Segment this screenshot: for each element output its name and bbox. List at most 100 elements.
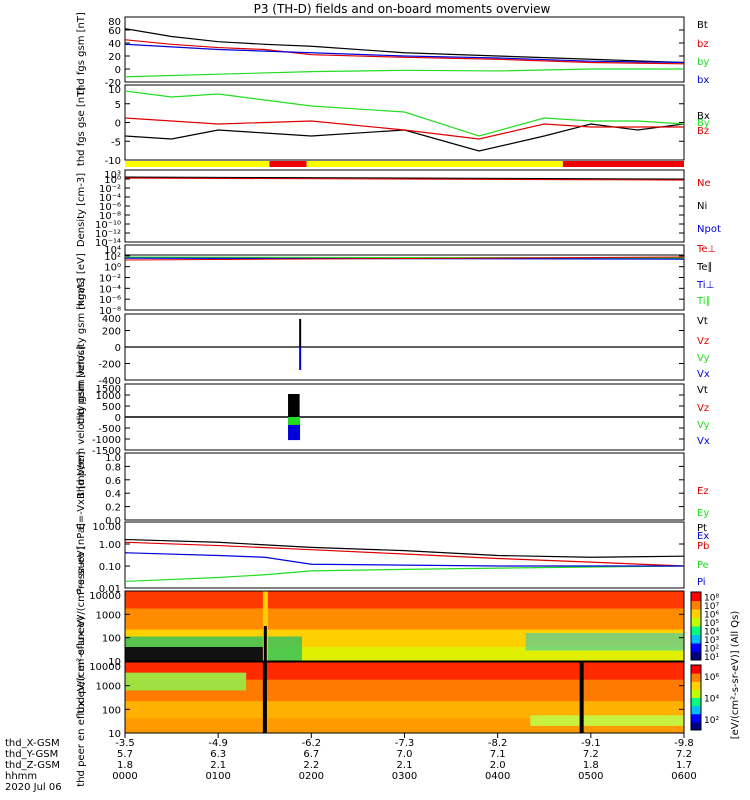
temperature-y-label: mgat3 [eV] xyxy=(76,253,87,310)
status-bar-segment xyxy=(269,161,307,167)
density-legend-Ni: Ni xyxy=(697,201,707,212)
density-y-tick-label: 10⁻⁸ xyxy=(99,211,121,222)
peer-eflux-y-tick-label: 10 xyxy=(108,729,121,740)
fgs-gse-y-label: thd fgs gse [nT] xyxy=(76,87,87,166)
x-axis-tick-label: 7.0 xyxy=(397,749,413,760)
peir-eflux-y-tick-label: 10000 xyxy=(89,591,121,602)
peem-velocity-y-tick-label: -500 xyxy=(98,424,121,435)
peir-eflux-lowenergy-patch xyxy=(525,633,684,651)
peem-velocity-spike xyxy=(288,417,301,425)
fgs-gse-y-tick-label: 10 xyxy=(108,85,121,96)
x-axis-tick-label: 2.1 xyxy=(210,760,226,771)
colorbar-segment xyxy=(691,626,701,635)
fgs-gsm-legend-bx: bx xyxy=(697,75,709,86)
fgs-gsm-series-bz xyxy=(124,39,685,65)
peem-velocity-legend-Vt: Vt xyxy=(697,385,708,396)
colorbar-frame xyxy=(690,591,702,661)
fgs-gse-legend-Bz: Bz xyxy=(697,126,709,137)
x-axis-tick-label: 1.8 xyxy=(117,760,133,771)
fgs-gsm-y-tick-label: -20 xyxy=(105,78,121,89)
colorbar-tick-label: 10⁷ xyxy=(704,602,719,612)
efield-legend-Ez: Ez xyxy=(697,486,709,497)
peem-velocity-y-tick-label: 500 xyxy=(102,402,121,413)
pressure-legend-Pe: Pe xyxy=(697,560,709,571)
peir-eflux-y-tick-label: 10 xyxy=(108,657,121,668)
temperature-legend-Ti⊥: Ti⊥ xyxy=(696,280,714,291)
fgs-gse-y-tick-label: -10 xyxy=(105,156,121,167)
peir-eflux-y-tick-label: 100 xyxy=(102,634,121,645)
peer-eflux-y-tick-label: 10000 xyxy=(89,662,121,673)
pressure-frame xyxy=(124,521,685,589)
peem-velocity-y-tick-label: -1000 xyxy=(92,435,121,446)
colorbar-segment xyxy=(691,665,701,674)
peim-velocity-y-tick-label: 400 xyxy=(102,314,121,325)
peer-eflux-y-tick-label: 1000 xyxy=(96,682,121,693)
x-axis-row-label: thd_X-GSM xyxy=(5,738,60,749)
x-axis-tick-label: 1.8 xyxy=(583,760,599,771)
colorbar-segment xyxy=(691,713,701,723)
fgs-gsm-y-tick-label: 80 xyxy=(108,17,121,28)
density-y-tick-label: 10⁻¹² xyxy=(95,229,121,240)
colorbar-tick-label: 10² xyxy=(704,644,719,654)
colorbar-segment xyxy=(691,609,701,618)
peir-eflux-heatmap-band xyxy=(125,591,684,609)
efield-frame xyxy=(124,452,685,521)
peim-velocity-y-tick-label: 200 xyxy=(102,327,121,338)
colorbar-segment xyxy=(691,721,701,731)
peem-velocity-legend-Vx: Vx xyxy=(697,436,710,447)
temperature-y-tick-label: 10⁻⁴ xyxy=(99,284,121,295)
peim-velocity-legend-Vt: Vt xyxy=(697,316,708,327)
status-bar-segment xyxy=(562,161,684,167)
colorbar-tick-label: 10⁶ xyxy=(704,673,719,683)
status-bar-segment xyxy=(306,161,563,167)
x-axis-tick-label: 0100 xyxy=(205,771,230,782)
peim-velocity-legend-Vy: Vy xyxy=(697,353,710,364)
efield-y-tick-label: 0.8 xyxy=(105,462,121,473)
temperature-series-Teperp xyxy=(124,256,685,261)
x-axis-tick-label: 0600 xyxy=(671,771,696,782)
peem-velocity-y-tick-label: -1500 xyxy=(92,446,121,457)
peer-eflux-y-tick-label: 100 xyxy=(102,705,121,716)
x-axis-row-label: hhmm xyxy=(5,771,37,782)
temperature-y-tick-label: 10⁻⁸ xyxy=(99,306,121,317)
x-axis-tick-label: -6.2 xyxy=(302,738,322,749)
x-axis-tick-label: 0400 xyxy=(485,771,510,782)
fgs-gsm-y-tick-label: 0 xyxy=(115,65,121,76)
fgs-gsm-legend-Bt: Bt xyxy=(697,20,708,31)
x-axis-tick-label: 1.7 xyxy=(676,760,692,771)
peem-velocity-y-label: thd peem velocity gsm [km/s] xyxy=(76,346,87,496)
x-axis-tick-label: 2.2 xyxy=(303,760,319,771)
temperature-legend-Te⊥: Te⊥ xyxy=(696,244,716,255)
x-axis-tick-label: -7.3 xyxy=(395,738,415,749)
efield-y-label: E=-VxB [mV/m] xyxy=(76,451,87,529)
efield-y-tick-label: 0.2 xyxy=(105,503,121,514)
peem-velocity-y-tick-label: 0 xyxy=(115,413,121,424)
fgs-gse-y-tick-label: 5 xyxy=(115,100,121,111)
efield-legend-Ey: Ey xyxy=(697,508,709,519)
density-legend-Ne: Ne xyxy=(697,178,711,189)
density-y-tick-label: 10³ xyxy=(104,170,121,181)
density-series-Ni xyxy=(124,176,685,180)
colorbar-segment xyxy=(691,600,701,610)
temperature-legend-Ti∥: Ti∥ xyxy=(696,296,711,307)
peer-eflux-gap xyxy=(579,662,584,733)
x-axis-tick-label: 2.1 xyxy=(397,760,413,771)
colorbar-tick-label: 10² xyxy=(704,716,719,726)
fgs-gsm-legend-bz: bz xyxy=(697,39,709,50)
fgs-gse-y-tick-label: -5 xyxy=(111,137,121,148)
fgs-gsm-series-bx xyxy=(124,43,685,64)
peir-eflux-heatmap-band xyxy=(125,608,684,630)
fgs-gsm-y-tick-label: 20 xyxy=(108,52,121,63)
colorbar-segment xyxy=(691,673,701,682)
fgs-gse-legend-Bx: Bx xyxy=(697,111,710,122)
temperature-y-tick-label: 10⁴ xyxy=(104,245,121,256)
peem-velocity-legend-Vz: Vz xyxy=(697,403,709,414)
pressure-series-Pi xyxy=(124,552,684,567)
x-axis-tick-label: -4.9 xyxy=(208,738,228,749)
fgs-gsm-y-label: thd fgs gsm [nT] xyxy=(76,12,87,95)
peem-velocity-legend-Vy: Vy xyxy=(697,420,710,431)
x-axis-tick-label: -3.5 xyxy=(115,738,135,749)
pressure-y-tick-label: 0.01 xyxy=(99,584,121,595)
density-y-tick-label: 10⁻¹⁰ xyxy=(95,220,121,231)
